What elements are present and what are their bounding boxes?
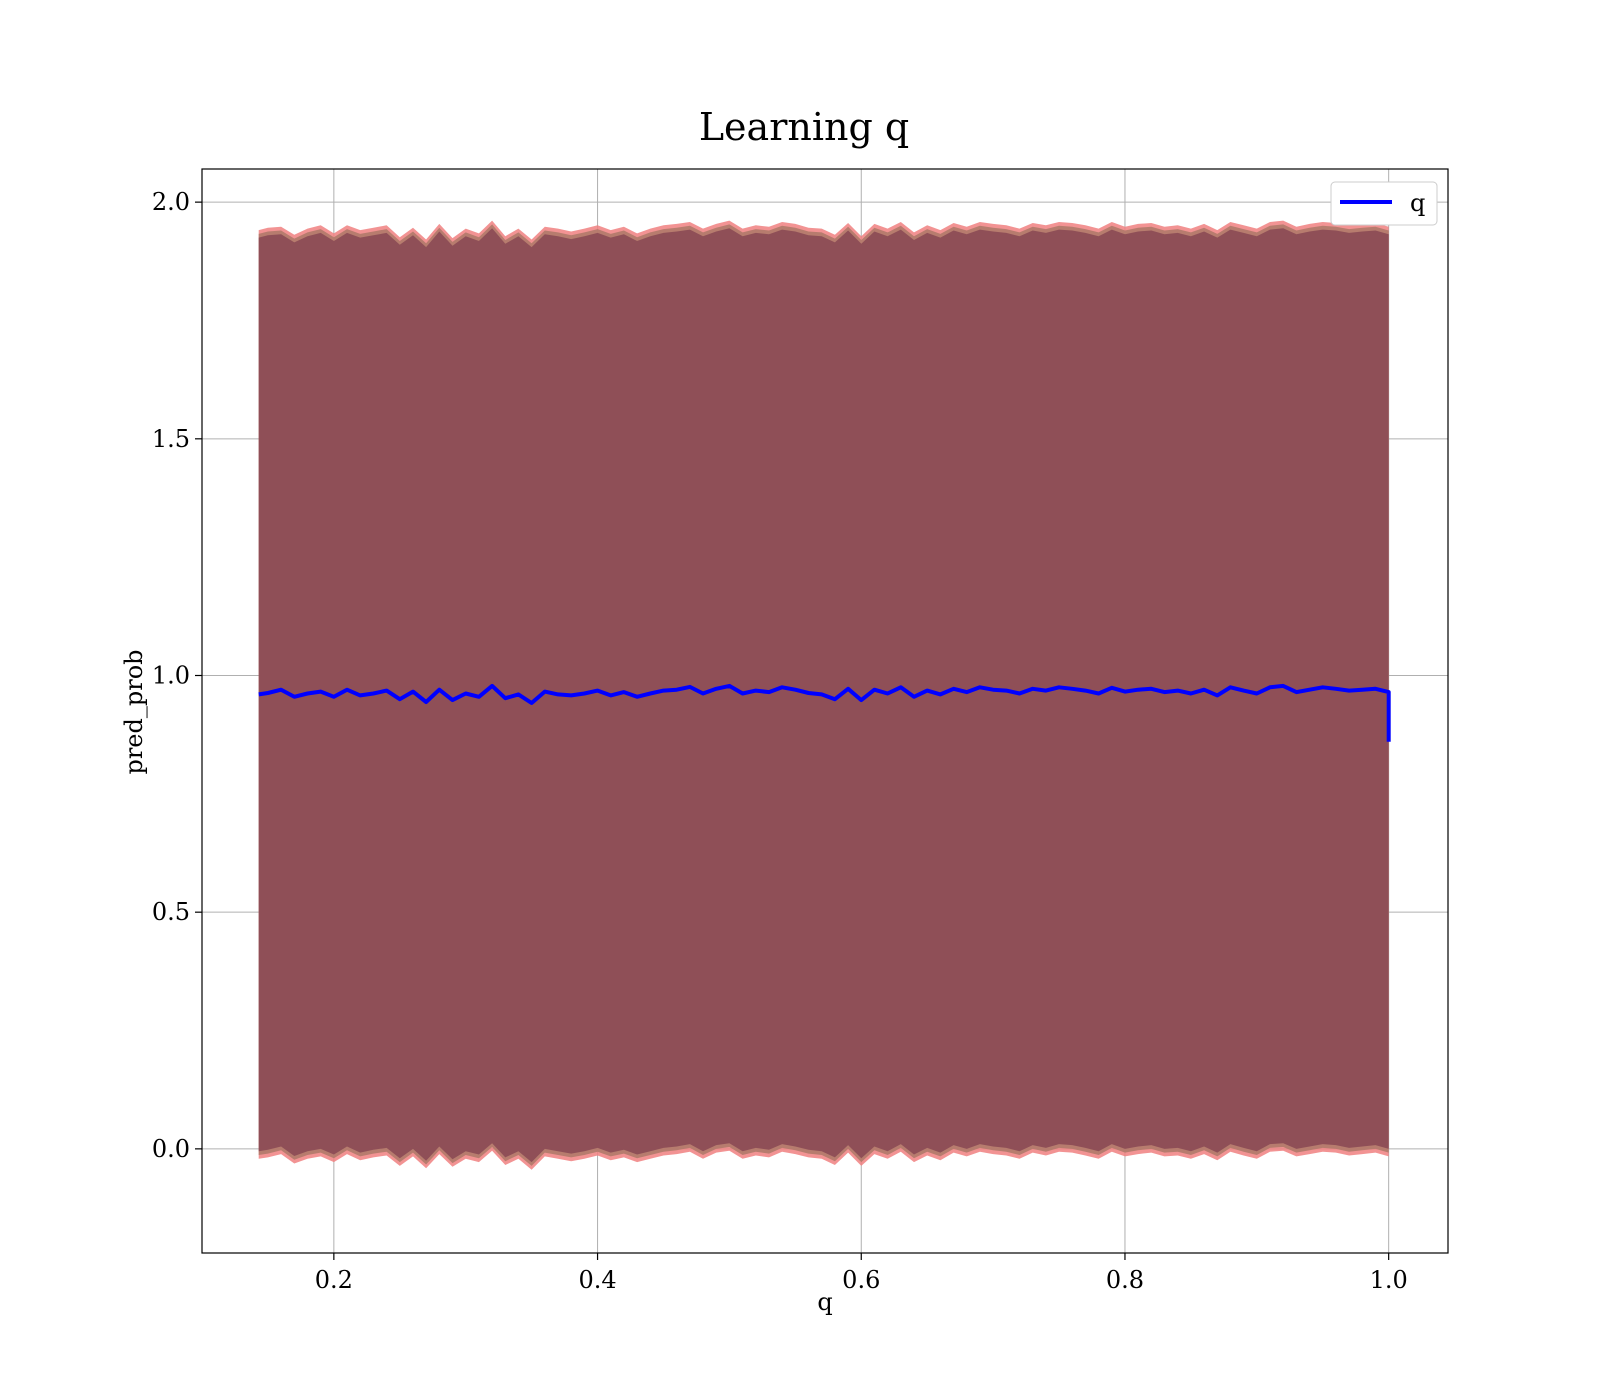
y-tick-label-3: 1.5 [152, 425, 190, 453]
legend: q [1330, 181, 1438, 226]
x-axis-ticks: 0.2 0.4 0.6 0.8 1.0 [315, 1253, 1408, 1294]
series-lines [258, 683, 1391, 742]
y-tick-label-1: 0.5 [152, 898, 190, 926]
chart-title: Learning q [699, 105, 909, 149]
x-tick-label-0: 0.2 [315, 1266, 353, 1294]
series-line-0 [258, 683, 1391, 742]
plot-frame [201, 168, 1449, 1254]
y-axis-label: pred_prob [120, 649, 148, 774]
y-tick-label-4: 2.0 [152, 188, 190, 216]
x-tick-label-3: 0.8 [1106, 1266, 1144, 1294]
x-tick-label-1: 0.4 [578, 1266, 616, 1294]
x-tick-label-2: 0.6 [842, 1266, 880, 1294]
x-axis-label: q [817, 1288, 832, 1316]
y-axis-ticks: 0.0 0.5 1.0 1.5 2.0 [152, 188, 202, 1163]
confidence-bands [258, 220, 1389, 1209]
y-tick-label-0: 0.0 [152, 1135, 190, 1163]
y-tick-label-2: 1.0 [152, 661, 190, 689]
plot-area [201, 168, 1449, 1254]
band-inner-0 [258, 228, 1389, 1201]
legend-label-q: q [1410, 189, 1425, 217]
x-tick-label-4: 1.0 [1370, 1266, 1408, 1294]
